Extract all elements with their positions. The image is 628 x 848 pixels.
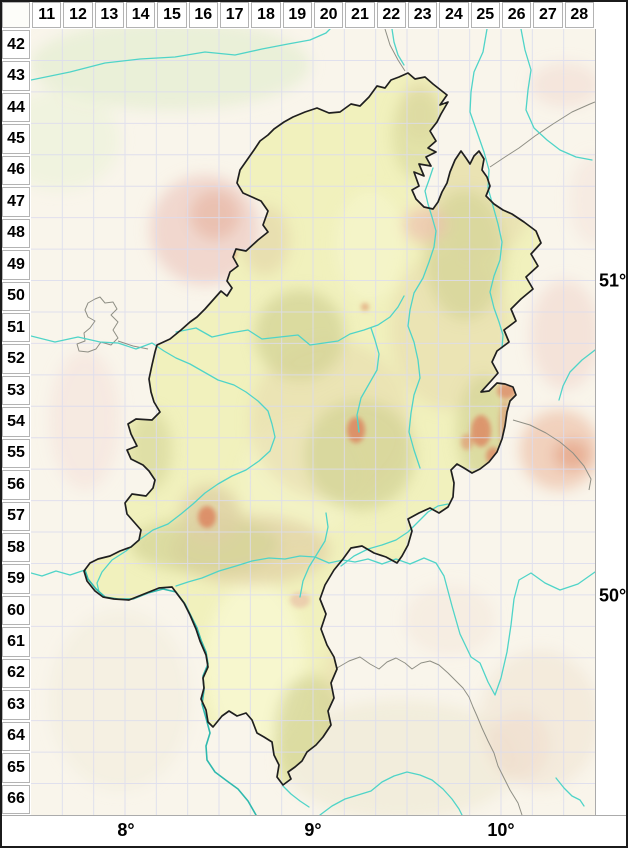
state-outline — [83, 72, 542, 786]
column-label: 18 — [251, 2, 281, 28]
row-label: 49 — [2, 250, 30, 280]
column-label: 22 — [376, 2, 406, 28]
column-label: 11 — [32, 2, 62, 28]
longitude-label: 9° — [304, 820, 322, 840]
column-label: 21 — [345, 2, 375, 28]
row-label: 59 — [2, 564, 30, 594]
latitude-label: 51° — [599, 270, 627, 291]
column-label: 13 — [94, 2, 124, 28]
row-label: 66 — [2, 784, 30, 814]
column-header-row: 11 12 13 14 15 16 17 18 19 20 21 22 23 24 25 26 27 28 — [31, 0, 595, 29]
column-label: 25 — [470, 2, 500, 28]
map-canvas — [0, 20, 620, 820]
longitude-label: 8° — [117, 820, 135, 840]
row-label: 62 — [2, 658, 30, 689]
column-label: 20 — [313, 2, 344, 28]
row-label: 50 — [2, 281, 30, 311]
row-label: 61 — [2, 627, 30, 657]
corner-cell — [2, 2, 30, 28]
column-label: 17 — [219, 2, 250, 28]
column-label: 24 — [439, 2, 469, 28]
column-label: 23 — [407, 2, 438, 28]
column-label: 26 — [501, 2, 532, 28]
column-label: 16 — [188, 2, 218, 28]
row-label: 43 — [2, 61, 30, 91]
row-label: 56 — [2, 470, 30, 500]
row-label: 53 — [2, 375, 30, 406]
latitude-label: 50° — [599, 585, 627, 606]
column-label: 19 — [282, 2, 312, 28]
longitude-margin: 8° 9° 10° — [0, 815, 628, 848]
row-label: 54 — [2, 407, 30, 437]
column-label: 15 — [157, 2, 187, 28]
column-label: 28 — [564, 2, 594, 28]
row-label: 63 — [2, 690, 30, 720]
row-label: 58 — [2, 533, 30, 563]
column-label: 27 — [533, 2, 563, 28]
column-label: 12 — [63, 2, 93, 28]
row-label: 45 — [2, 124, 30, 154]
row-label: 46 — [2, 155, 30, 186]
longitude-label: 10° — [487, 820, 515, 840]
rivers — [30, 28, 596, 816]
row-label: 52 — [2, 344, 30, 374]
tk25-grid-lines — [31, 29, 595, 815]
row-label: 42 — [2, 30, 30, 60]
row-label: 60 — [2, 595, 30, 626]
row-header-column: 42 43 44 45 46 47 48 49 50 51 52 53 54 55 56 57 58 59 60 61… — [0, 29, 31, 815]
relief-map — [0, 20, 620, 820]
column-label: 14 — [125, 2, 156, 28]
row-label: 57 — [2, 501, 30, 531]
row-label: 48 — [2, 218, 30, 249]
row-label: 47 — [2, 187, 30, 217]
row-label: 64 — [2, 721, 30, 752]
latitude-margin: 51° 50° — [595, 29, 628, 815]
row-label: 55 — [2, 438, 30, 469]
row-label: 65 — [2, 753, 30, 783]
row-label: 44 — [2, 92, 30, 123]
admin-boundaries — [76, 28, 596, 816]
row-label: 51 — [2, 312, 30, 343]
